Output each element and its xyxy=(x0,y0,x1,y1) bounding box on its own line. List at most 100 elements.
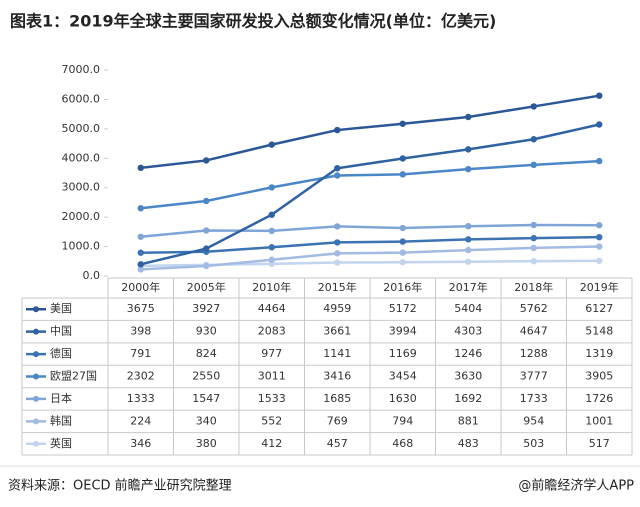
data-label: 881 xyxy=(458,414,479,427)
data-label: 412 xyxy=(261,437,282,450)
point xyxy=(399,171,406,178)
data-label: 5762 xyxy=(520,302,548,315)
point xyxy=(465,165,472,173)
data-label: 503 xyxy=(523,437,544,450)
point xyxy=(465,236,472,243)
data-label: 5148 xyxy=(585,325,613,338)
data-label: 3927 xyxy=(192,302,220,315)
point xyxy=(530,136,537,143)
series-line xyxy=(140,159,600,210)
point xyxy=(334,250,341,257)
point xyxy=(334,223,341,230)
point xyxy=(465,146,472,153)
series-line xyxy=(140,94,600,170)
data-label: 3994 xyxy=(389,325,417,338)
data-label: 1319 xyxy=(585,347,613,360)
data-label: 6127 xyxy=(585,302,613,315)
legend-marker xyxy=(33,306,39,313)
data-label: 224 xyxy=(130,414,151,427)
data-label: 3630 xyxy=(454,370,482,383)
data-label: 3416 xyxy=(323,370,351,383)
point xyxy=(530,244,537,252)
data-label: 4959 xyxy=(323,302,351,315)
data-label: 791 xyxy=(130,347,151,360)
point xyxy=(530,103,537,110)
point xyxy=(268,211,275,218)
x-tick-label: 2010年 xyxy=(252,280,291,294)
point xyxy=(596,233,603,241)
data-label: 380 xyxy=(196,437,217,450)
series-line xyxy=(140,223,600,239)
point xyxy=(596,121,603,128)
y-tick-label: 3000.0 xyxy=(62,181,101,194)
point xyxy=(465,113,472,121)
x-tick-label: 2015年 xyxy=(318,280,357,294)
legend-marker xyxy=(33,395,39,402)
point xyxy=(334,239,341,246)
point xyxy=(399,224,406,232)
point xyxy=(596,243,603,250)
x-tick-label: 2017年 xyxy=(449,280,488,294)
data-label: 1630 xyxy=(389,392,417,405)
legend-label: 韩国 xyxy=(50,413,72,427)
point xyxy=(203,262,210,270)
point xyxy=(596,157,603,165)
data-label: 1533 xyxy=(258,392,286,405)
data-label: 794 xyxy=(392,414,413,427)
data-label: 1333 xyxy=(127,392,155,405)
series-line xyxy=(140,245,600,271)
point xyxy=(268,141,275,148)
point xyxy=(268,256,275,263)
legend-marker xyxy=(33,418,39,425)
y-tick-label: 1000.0 xyxy=(62,240,101,253)
data-label: 769 xyxy=(327,414,348,427)
legend-label: 美国 xyxy=(50,302,72,315)
point xyxy=(203,157,210,164)
point xyxy=(465,258,472,265)
point xyxy=(465,223,472,230)
point xyxy=(596,222,603,229)
point xyxy=(399,155,406,162)
legend-marker xyxy=(33,373,39,380)
data-label: 398 xyxy=(130,325,151,338)
data-label: 3011 xyxy=(258,370,286,383)
point xyxy=(596,257,603,264)
data-label: 4647 xyxy=(520,325,548,338)
data-label: 1169 xyxy=(389,347,417,360)
credit: @前瞻经济学人APP xyxy=(518,478,634,494)
point xyxy=(530,221,537,229)
point xyxy=(137,205,144,212)
legend-marker xyxy=(33,440,39,447)
data-label: 2083 xyxy=(258,325,286,338)
point xyxy=(334,259,341,266)
data-label: 1246 xyxy=(454,347,482,360)
data-label: 1141 xyxy=(323,347,351,360)
point xyxy=(530,257,537,265)
data-label: 5172 xyxy=(389,302,417,315)
legend-marker xyxy=(33,328,39,335)
data-label: 4303 xyxy=(454,325,482,338)
data-label: 3661 xyxy=(323,325,351,338)
data-label: 5404 xyxy=(454,302,482,315)
point xyxy=(530,161,537,169)
point xyxy=(137,249,144,256)
point xyxy=(203,227,210,234)
data-label: 3777 xyxy=(520,370,548,383)
data-label: 1001 xyxy=(585,414,613,427)
point xyxy=(137,261,144,268)
data-label: 930 xyxy=(196,325,217,338)
data-label: 552 xyxy=(261,414,282,427)
data-label: 824 xyxy=(196,347,217,360)
point xyxy=(334,165,341,172)
point xyxy=(399,259,406,266)
point xyxy=(399,120,406,127)
data-label: 1288 xyxy=(520,347,548,360)
data-label: 1547 xyxy=(192,392,220,405)
data-label: 2550 xyxy=(192,370,220,383)
point xyxy=(268,227,275,235)
legend-label: 德国 xyxy=(50,346,72,360)
point xyxy=(399,238,406,245)
x-tick-label: 2019年 xyxy=(580,280,619,294)
y-tick-label: 6000.0 xyxy=(62,92,101,105)
